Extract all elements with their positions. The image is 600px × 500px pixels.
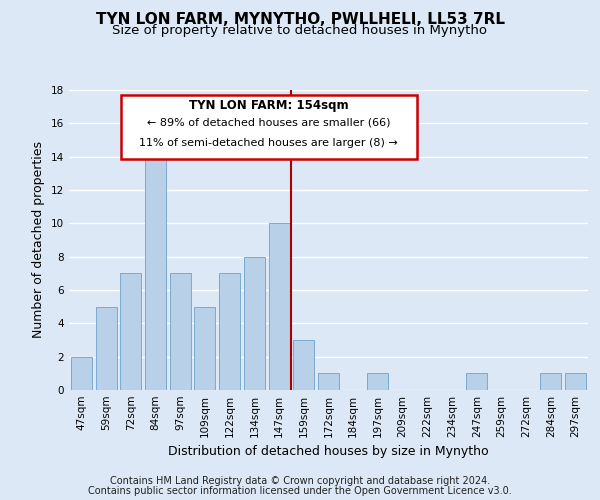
Bar [120, 274, 141, 390]
Bar [565, 374, 586, 390]
Bar [170, 274, 191, 390]
Text: ← 89% of detached houses are smaller (66): ← 89% of detached houses are smaller (66… [147, 118, 391, 128]
Text: Contains HM Land Registry data © Crown copyright and database right 2024.: Contains HM Land Registry data © Crown c… [110, 476, 490, 486]
Bar [145, 140, 166, 390]
Bar [219, 274, 240, 390]
Bar [244, 256, 265, 390]
Bar [318, 374, 339, 390]
Bar [194, 306, 215, 390]
FancyBboxPatch shape [121, 94, 417, 159]
Bar [367, 374, 388, 390]
Text: Contains public sector information licensed under the Open Government Licence v3: Contains public sector information licen… [88, 486, 512, 496]
Bar [269, 224, 290, 390]
Bar [466, 374, 487, 390]
Text: TYN LON FARM: 154sqm: TYN LON FARM: 154sqm [189, 99, 349, 112]
Bar [293, 340, 314, 390]
Bar [71, 356, 92, 390]
Text: 11% of semi-detached houses are larger (8) →: 11% of semi-detached houses are larger (… [139, 138, 398, 148]
Bar [95, 306, 116, 390]
Bar [541, 374, 562, 390]
X-axis label: Distribution of detached houses by size in Mynytho: Distribution of detached houses by size … [168, 446, 489, 458]
Text: Size of property relative to detached houses in Mynytho: Size of property relative to detached ho… [113, 24, 487, 37]
Text: TYN LON FARM, MYNYTHO, PWLLHELI, LL53 7RL: TYN LON FARM, MYNYTHO, PWLLHELI, LL53 7R… [95, 12, 505, 28]
Y-axis label: Number of detached properties: Number of detached properties [32, 142, 46, 338]
